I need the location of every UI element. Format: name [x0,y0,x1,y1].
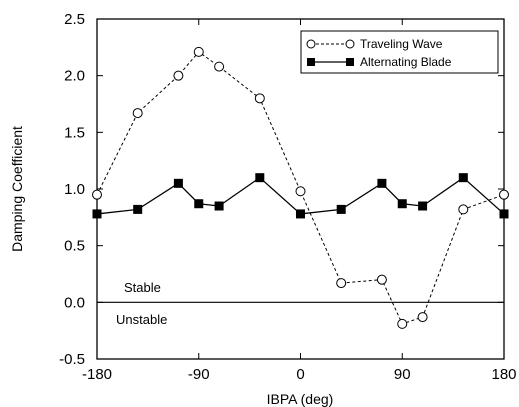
y-tick-label: 2.0 [64,68,85,85]
unstable-annotation: Unstable [116,312,167,327]
legend: Traveling Wave Alternating Blade [300,30,499,74]
legend-alternating-blade-marker [307,58,315,66]
legend-traveling-wave-marker [345,39,355,49]
alternating-blade-point [133,204,143,214]
y-tick-label: -0.5 [59,351,85,368]
traveling-wave-point [173,70,184,81]
alternating-blade-point [336,204,346,214]
x-axis-label: IBPA (deg) [267,391,334,407]
traveling-wave-point [499,189,509,200]
traveling-wave-point [336,278,347,289]
stable-annotation: Stable [124,280,161,295]
alternating-blade-point [397,199,407,209]
traveling-wave-point [458,204,469,215]
traveling-wave-point [132,108,143,119]
y-tick-label: 0.0 [64,294,85,311]
traveling-wave-point [397,318,408,329]
traveling-wave-point [193,46,204,57]
x-tick-label: 180 [491,366,516,383]
series-layer [92,46,509,329]
traveling-wave-point [417,312,428,323]
alternating-blade-point [214,201,224,211]
alternating-blade-point [377,178,387,188]
x-tick-label: 90 [394,366,411,383]
legend-box [300,30,499,74]
legend-traveling-wave-marker [306,39,316,49]
alternating-blade-point [458,173,468,183]
y-tick-label: 0.5 [64,238,85,255]
alternating-blade-point [418,201,428,211]
alternating-blade-point [173,178,183,188]
x-tick-label: 0 [296,366,304,383]
y-tick-label: 1.0 [64,181,85,198]
legend-traveling-wave-label: Traveling Wave [360,37,443,51]
y-tick-label: 1.5 [64,124,85,141]
traveling-wave-point [214,61,225,72]
alternating-blade-point [296,209,305,219]
x-tick-label: -180 [82,366,112,383]
y-axis-label: Damping Coefficient [9,126,25,252]
alternating-blade-point [255,173,265,183]
alternating-blade-point [194,199,204,209]
traveling-wave-point [92,189,102,200]
legend-alternating-blade-marker [346,58,354,66]
tick-labels: -180 -90 0 90 180 -0.5 0.0 0.5 1.0 1.5 2.0 2.5 [59,11,516,383]
x-tick-label: -90 [188,366,210,383]
traveling-wave-point [376,274,387,285]
alternating-blade-point [92,209,102,219]
traveling-wave-point [295,186,306,197]
traveling-wave-point [254,93,265,104]
alternating-blade-point [499,209,509,219]
legend-alternating-blade-label: Alternating Blade [360,55,452,69]
y-tick-label: 2.5 [64,11,85,28]
axis-ticks [96,18,505,360]
